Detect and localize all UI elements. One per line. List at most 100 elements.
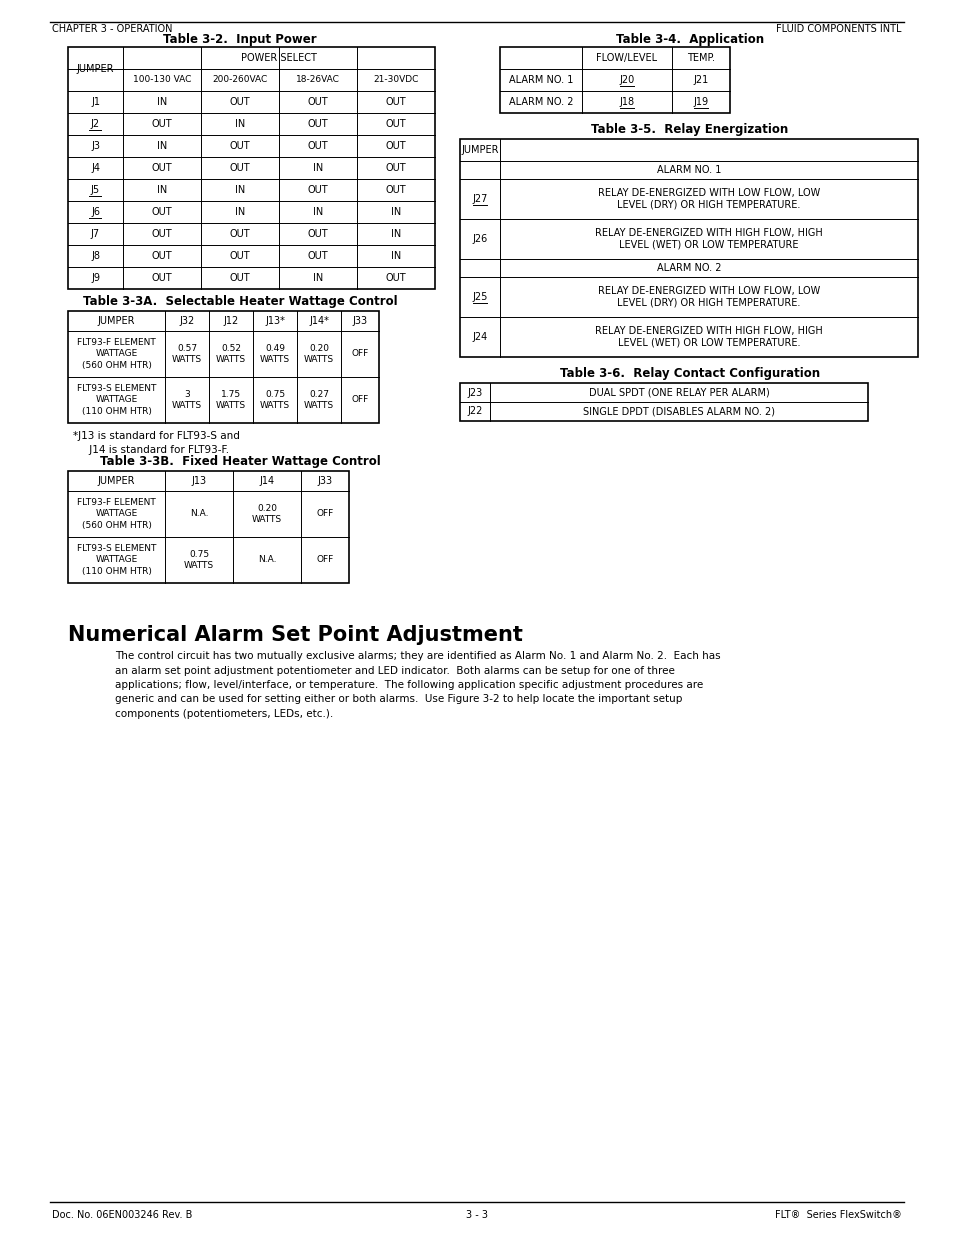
Text: 0.52
WATTS: 0.52 WATTS: [215, 345, 246, 364]
Text: 0.75
WATTS: 0.75 WATTS: [259, 390, 290, 410]
Text: OFF: OFF: [316, 556, 334, 564]
Text: IN: IN: [234, 207, 245, 217]
Text: 200-260VAC: 200-260VAC: [213, 75, 268, 84]
Text: J32: J32: [179, 316, 194, 326]
Text: Table 3-2.  Input Power: Table 3-2. Input Power: [163, 32, 316, 46]
Text: 21-30VDC: 21-30VDC: [373, 75, 418, 84]
Text: OUT: OUT: [230, 251, 250, 261]
Text: FLOW/LEVEL: FLOW/LEVEL: [596, 53, 657, 63]
Text: 0.57
WATTS: 0.57 WATTS: [172, 345, 202, 364]
Text: J2: J2: [91, 119, 100, 128]
Text: J7: J7: [91, 228, 100, 240]
Text: J20: J20: [618, 75, 634, 85]
Text: ALARM NO. 1: ALARM NO. 1: [656, 165, 720, 175]
Text: N.A.: N.A.: [257, 556, 276, 564]
Text: J8: J8: [91, 251, 100, 261]
Text: IN: IN: [391, 207, 400, 217]
Text: IN: IN: [156, 185, 167, 195]
Text: J1: J1: [91, 98, 100, 107]
Text: OUT: OUT: [308, 98, 328, 107]
Text: J9: J9: [91, 273, 100, 283]
Text: OUT: OUT: [230, 141, 250, 151]
Text: OUT: OUT: [230, 163, 250, 173]
Bar: [459, 383, 867, 421]
Text: J13*: J13*: [265, 316, 285, 326]
Text: IN: IN: [313, 163, 323, 173]
Text: OUT: OUT: [230, 98, 250, 107]
Text: N.A.: N.A.: [190, 510, 208, 519]
Text: J13: J13: [192, 475, 207, 487]
Text: IN: IN: [234, 119, 245, 128]
Text: OUT: OUT: [308, 228, 328, 240]
Text: RELAY DE-ENERGIZED WITH LOW FLOW, LOW
LEVEL (DRY) OR HIGH TEMPERATURE.: RELAY DE-ENERGIZED WITH LOW FLOW, LOW LE…: [598, 287, 820, 308]
Text: J21: J21: [693, 75, 708, 85]
Text: JUMPER: JUMPER: [460, 144, 498, 156]
Text: OUT: OUT: [308, 185, 328, 195]
Text: 1.75
WATTS: 1.75 WATTS: [215, 390, 246, 410]
Text: IN: IN: [391, 251, 400, 261]
Text: J22: J22: [467, 406, 482, 416]
Text: J33: J33: [352, 316, 367, 326]
Text: TEMP.: TEMP.: [686, 53, 714, 63]
Text: an alarm set point adjustment potentiometer and LED indicator.  Both alarms can : an alarm set point adjustment potentiome…: [115, 666, 674, 676]
Bar: [68, 311, 378, 424]
Text: The control circuit has two mutually exclusive alarms; they are identified as Al: The control circuit has two mutually exc…: [115, 651, 720, 661]
Text: SINGLE DPDT (DISABLES ALARM NO. 2): SINGLE DPDT (DISABLES ALARM NO. 2): [582, 406, 774, 416]
Text: RELAY DE-ENERGIZED WITH HIGH FLOW, HIGH
LEVEL (WET) OR LOW TEMPERATURE: RELAY DE-ENERGIZED WITH HIGH FLOW, HIGH …: [595, 228, 822, 249]
Text: OUT: OUT: [385, 185, 406, 195]
Text: J27: J27: [472, 194, 487, 204]
Text: OFF: OFF: [351, 350, 368, 358]
Text: FLT93-S ELEMENT
WATTAGE
(110 OHM HTR): FLT93-S ELEMENT WATTAGE (110 OHM HTR): [77, 545, 156, 576]
Text: J3: J3: [91, 141, 100, 151]
Text: J23: J23: [467, 388, 482, 398]
Text: ALARM NO. 2: ALARM NO. 2: [508, 98, 573, 107]
Text: Doc. No. 06EN003246 Rev. B: Doc. No. 06EN003246 Rev. B: [52, 1210, 193, 1220]
Bar: [68, 471, 349, 583]
Text: J14*: J14*: [309, 316, 329, 326]
Text: FLT93-S ELEMENT
WATTAGE
(110 OHM HTR): FLT93-S ELEMENT WATTAGE (110 OHM HTR): [77, 384, 156, 416]
Text: Table 3-4.  Application: Table 3-4. Application: [616, 32, 763, 46]
Text: ALARM NO. 2: ALARM NO. 2: [656, 263, 720, 273]
Text: J5: J5: [91, 185, 100, 195]
Text: Table 3-6.  Relay Contact Configuration: Table 3-6. Relay Contact Configuration: [559, 367, 820, 379]
Text: J12: J12: [223, 316, 238, 326]
Text: J24: J24: [472, 332, 487, 342]
Text: FLUID COMPONENTS INTL: FLUID COMPONENTS INTL: [776, 23, 901, 35]
Text: OUT: OUT: [152, 273, 172, 283]
Text: IN: IN: [234, 185, 245, 195]
Text: POWER SELECT: POWER SELECT: [241, 53, 316, 63]
Text: 0.27
WATTS: 0.27 WATTS: [304, 390, 334, 410]
Text: OUT: OUT: [385, 163, 406, 173]
Text: applications; flow, level/interface, or temperature.  The following application : applications; flow, level/interface, or …: [115, 680, 702, 690]
Text: J33: J33: [317, 475, 333, 487]
Text: OFF: OFF: [351, 395, 368, 405]
Text: 0.75
WATTS: 0.75 WATTS: [184, 550, 213, 571]
Text: J25: J25: [472, 291, 487, 303]
Text: CHAPTER 3 - OPERATION: CHAPTER 3 - OPERATION: [52, 23, 172, 35]
Text: *J13 is standard for FLT93-S and: *J13 is standard for FLT93-S and: [73, 431, 239, 441]
Text: FLT®  Series FlexSwitch®: FLT® Series FlexSwitch®: [774, 1210, 901, 1220]
Bar: [499, 47, 729, 112]
Text: RELAY DE-ENERGIZED WITH LOW FLOW, LOW
LEVEL (DRY) OR HIGH TEMPERATURE.: RELAY DE-ENERGIZED WITH LOW FLOW, LOW LE…: [598, 188, 820, 210]
Text: Table 3-3B.  Fixed Heater Wattage Control: Table 3-3B. Fixed Heater Wattage Control: [99, 454, 380, 468]
Text: J18: J18: [618, 98, 634, 107]
Text: Table 3-5.  Relay Energization: Table 3-5. Relay Energization: [591, 122, 788, 136]
Text: J14: J14: [259, 475, 274, 487]
Text: DUAL SPDT (ONE RELAY PER ALARM): DUAL SPDT (ONE RELAY PER ALARM): [588, 388, 768, 398]
Text: ALARM NO. 1: ALARM NO. 1: [508, 75, 573, 85]
Text: IN: IN: [156, 141, 167, 151]
Text: OFF: OFF: [316, 510, 334, 519]
Text: OUT: OUT: [308, 251, 328, 261]
Text: OUT: OUT: [385, 141, 406, 151]
Text: 0.49
WATTS: 0.49 WATTS: [259, 345, 290, 364]
Text: J19: J19: [693, 98, 708, 107]
Text: J4: J4: [91, 163, 100, 173]
Text: OUT: OUT: [152, 207, 172, 217]
Text: generic and can be used for setting either or both alarms.  Use Figure 3-2 to he: generic and can be used for setting eith…: [115, 694, 681, 704]
Text: 100-130 VAC: 100-130 VAC: [132, 75, 191, 84]
Text: components (potentiometers, LEDs, etc.).: components (potentiometers, LEDs, etc.).: [115, 709, 333, 719]
Bar: [68, 47, 435, 289]
Text: IN: IN: [156, 98, 167, 107]
Text: FLT93-F ELEMENT
WATTAGE
(560 OHM HTR): FLT93-F ELEMENT WATTAGE (560 OHM HTR): [77, 499, 155, 530]
Text: OUT: OUT: [152, 163, 172, 173]
